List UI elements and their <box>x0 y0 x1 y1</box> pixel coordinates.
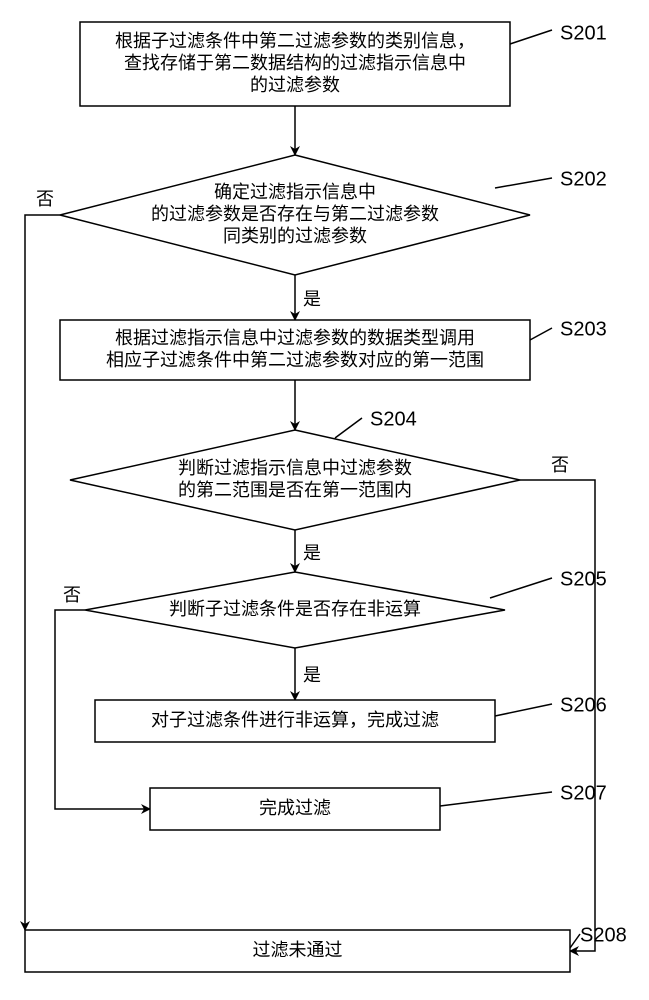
node-text: 的第二范围是否在第一范围内 <box>178 480 412 500</box>
node-text: 判断子过滤条件是否存在非运算 <box>169 599 421 619</box>
edge-label: 否 <box>36 189 54 209</box>
node-text: 对子过滤条件进行非运算，完成过滤 <box>151 710 439 730</box>
step-label: S206 <box>560 694 607 716</box>
node-text: 确定过滤指示信息中 <box>214 182 376 202</box>
step-label: S204 <box>370 408 417 430</box>
leader-line <box>335 418 362 438</box>
step-label: S203 <box>560 318 607 340</box>
node-text: 根据过滤指示信息中过滤参数的数据类型调用 <box>115 328 475 348</box>
leader-line <box>495 178 552 188</box>
edge-label: 否 <box>551 455 569 475</box>
flow-edge <box>25 215 60 930</box>
step-label: S207 <box>560 782 607 804</box>
node-text: 完成过滤 <box>259 798 331 818</box>
leader-line <box>495 704 552 716</box>
node-text: 的过滤参数 <box>250 75 340 95</box>
node-text: 查找存储于第二数据结构的过滤指示信息中 <box>124 53 466 73</box>
leader-line <box>510 30 552 44</box>
step-label: S201 <box>560 22 607 44</box>
node-text: 过滤未通过 <box>253 940 343 960</box>
step-label: S202 <box>560 168 607 190</box>
node-text: 同类别的过滤参数 <box>223 226 367 246</box>
leader-line <box>530 328 552 340</box>
leader-line <box>440 792 552 806</box>
node-text: 根据子过滤条件中第二过滤参数的类别信息， <box>115 31 475 51</box>
edge-label: 是 <box>303 665 321 685</box>
step-label: S205 <box>560 568 607 590</box>
step-label: S208 <box>580 924 627 946</box>
edge-label: 是 <box>303 543 321 563</box>
node-text: 相应子过滤条件中第二过滤参数对应的第一范围 <box>106 350 484 370</box>
edge-label: 是 <box>303 289 321 309</box>
node-text: 判断过滤指示信息中过滤参数 <box>178 458 412 478</box>
node-text: 的过滤参数是否存在与第二过滤参数 <box>151 204 439 224</box>
leader-line <box>570 934 580 948</box>
flowchart: 是否是否是否根据子过滤条件中第二过滤参数的类别信息，查找存储于第二数据结构的过滤… <box>0 0 649 1000</box>
edge-label: 否 <box>63 585 81 605</box>
leader-line <box>490 578 552 598</box>
